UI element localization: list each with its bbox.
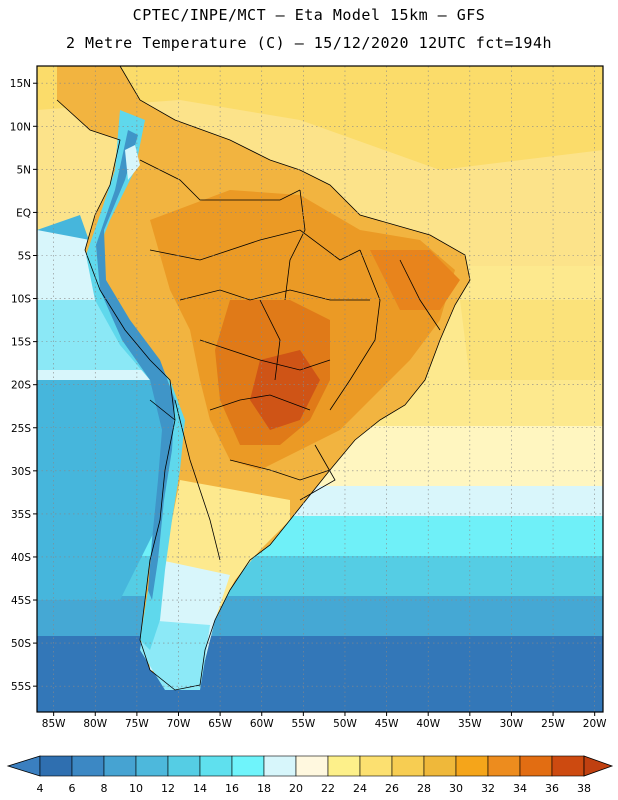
temperature-field xyxy=(37,66,603,712)
colorbar-segment xyxy=(359,755,393,777)
lat-label: EQ xyxy=(16,207,31,219)
lon-label: 55W xyxy=(291,718,315,730)
colorbar-segment xyxy=(103,755,137,777)
colorbar-label: 26 xyxy=(385,782,399,795)
colorbar-segment xyxy=(327,755,361,777)
colorbar-segment xyxy=(551,755,585,777)
map-title-line-1: CPTEC/INPE/MCT – Eta Model 15km – GFS xyxy=(132,6,486,24)
colorbar-segment xyxy=(263,755,297,777)
lon-label: 40W xyxy=(416,718,440,730)
lat-label: 5N xyxy=(16,164,31,176)
map-title-line-2: 2 Metre Temperature (C) – 15/12/2020 12U… xyxy=(65,34,553,52)
colorbar-label: 28 xyxy=(417,782,431,795)
lon-label: 85W xyxy=(42,718,66,730)
lon-label: 30W xyxy=(500,718,524,730)
lon-label: 60W xyxy=(250,718,274,730)
colorbar-label: 10 xyxy=(129,782,143,795)
colorbar-segment xyxy=(39,755,73,777)
colorbar-high-arrow xyxy=(583,755,614,777)
colorbar-label: 20 xyxy=(289,782,303,795)
latitude-axis: 15N 10N 5N EQ 5S 10S 15S 20S 25S 30S 35S 40S 45S 50S 5… xyxy=(10,78,37,693)
colorbar-label: 16 xyxy=(225,782,239,795)
lon-label: 35W xyxy=(458,718,482,730)
lat-label: 55S xyxy=(11,681,31,693)
colorbar-label: 14 xyxy=(193,782,207,795)
lat-label: 25S xyxy=(11,423,31,435)
colorbar-segment xyxy=(519,755,553,777)
lat-label: 20S xyxy=(11,380,31,392)
colorbar-segment xyxy=(391,755,425,777)
lat-label: 15S xyxy=(11,337,31,349)
colorbar-segment xyxy=(487,755,521,777)
lat-label: 35S xyxy=(11,509,31,521)
lon-label: 65W xyxy=(208,718,232,730)
lat-label: 10N xyxy=(10,121,31,133)
lon-label: 75W xyxy=(125,718,149,730)
lon-label: 50W xyxy=(333,718,357,730)
longitude-axis: 85W 80W 75W 70W 65W 60W 55W 50W 45W 40W 35W 30W 25W 2… xyxy=(42,712,607,730)
lon-label: 20W xyxy=(583,718,607,730)
colorbar-low-arrow xyxy=(6,755,41,777)
colorbar-segment xyxy=(423,755,457,777)
colorbar-label: 8 xyxy=(101,782,108,795)
colorbar-segment xyxy=(135,755,169,777)
colorbar-segment xyxy=(295,755,329,777)
lon-label: 70W xyxy=(167,718,191,730)
colorbar-label: 6 xyxy=(69,782,76,795)
colorbar-label: 30 xyxy=(449,782,463,795)
colorbar-segment xyxy=(71,755,105,777)
map-frame xyxy=(36,65,604,713)
lat-label: 10S xyxy=(11,294,31,306)
colorbar-label: 12 xyxy=(161,782,175,795)
colorbar-label: 32 xyxy=(481,782,495,795)
colorbar-segment xyxy=(231,755,265,777)
country-borders xyxy=(56,66,471,691)
colorbar-segment xyxy=(167,755,201,777)
colorbar: 4 6 8 10 12 14 16 18 20 22 24 26 28 30 32 34 36 38 xyxy=(6,755,614,795)
lat-label: 15N xyxy=(10,78,31,90)
colorbar-segment xyxy=(199,755,233,777)
colorbar-label: 24 xyxy=(353,782,367,795)
colorbar-segment xyxy=(455,755,489,777)
colorbar-label: 34 xyxy=(513,782,527,795)
lat-label: 45S xyxy=(11,595,31,607)
colorbar-label: 36 xyxy=(545,782,559,795)
lat-label: 50S xyxy=(11,638,31,650)
lat-label: 30S xyxy=(11,466,31,478)
lon-label: 25W xyxy=(541,718,565,730)
colorbar-label: 18 xyxy=(257,782,271,795)
lat-label: 40S xyxy=(11,552,31,564)
colorbar-label: 22 xyxy=(321,782,335,795)
lon-label: 80W xyxy=(83,718,107,730)
lat-label: 5S xyxy=(18,250,32,262)
colorbar-label: 4 xyxy=(37,782,44,795)
colorbar-label: 38 xyxy=(577,782,591,795)
lon-label: 45W xyxy=(375,718,399,730)
